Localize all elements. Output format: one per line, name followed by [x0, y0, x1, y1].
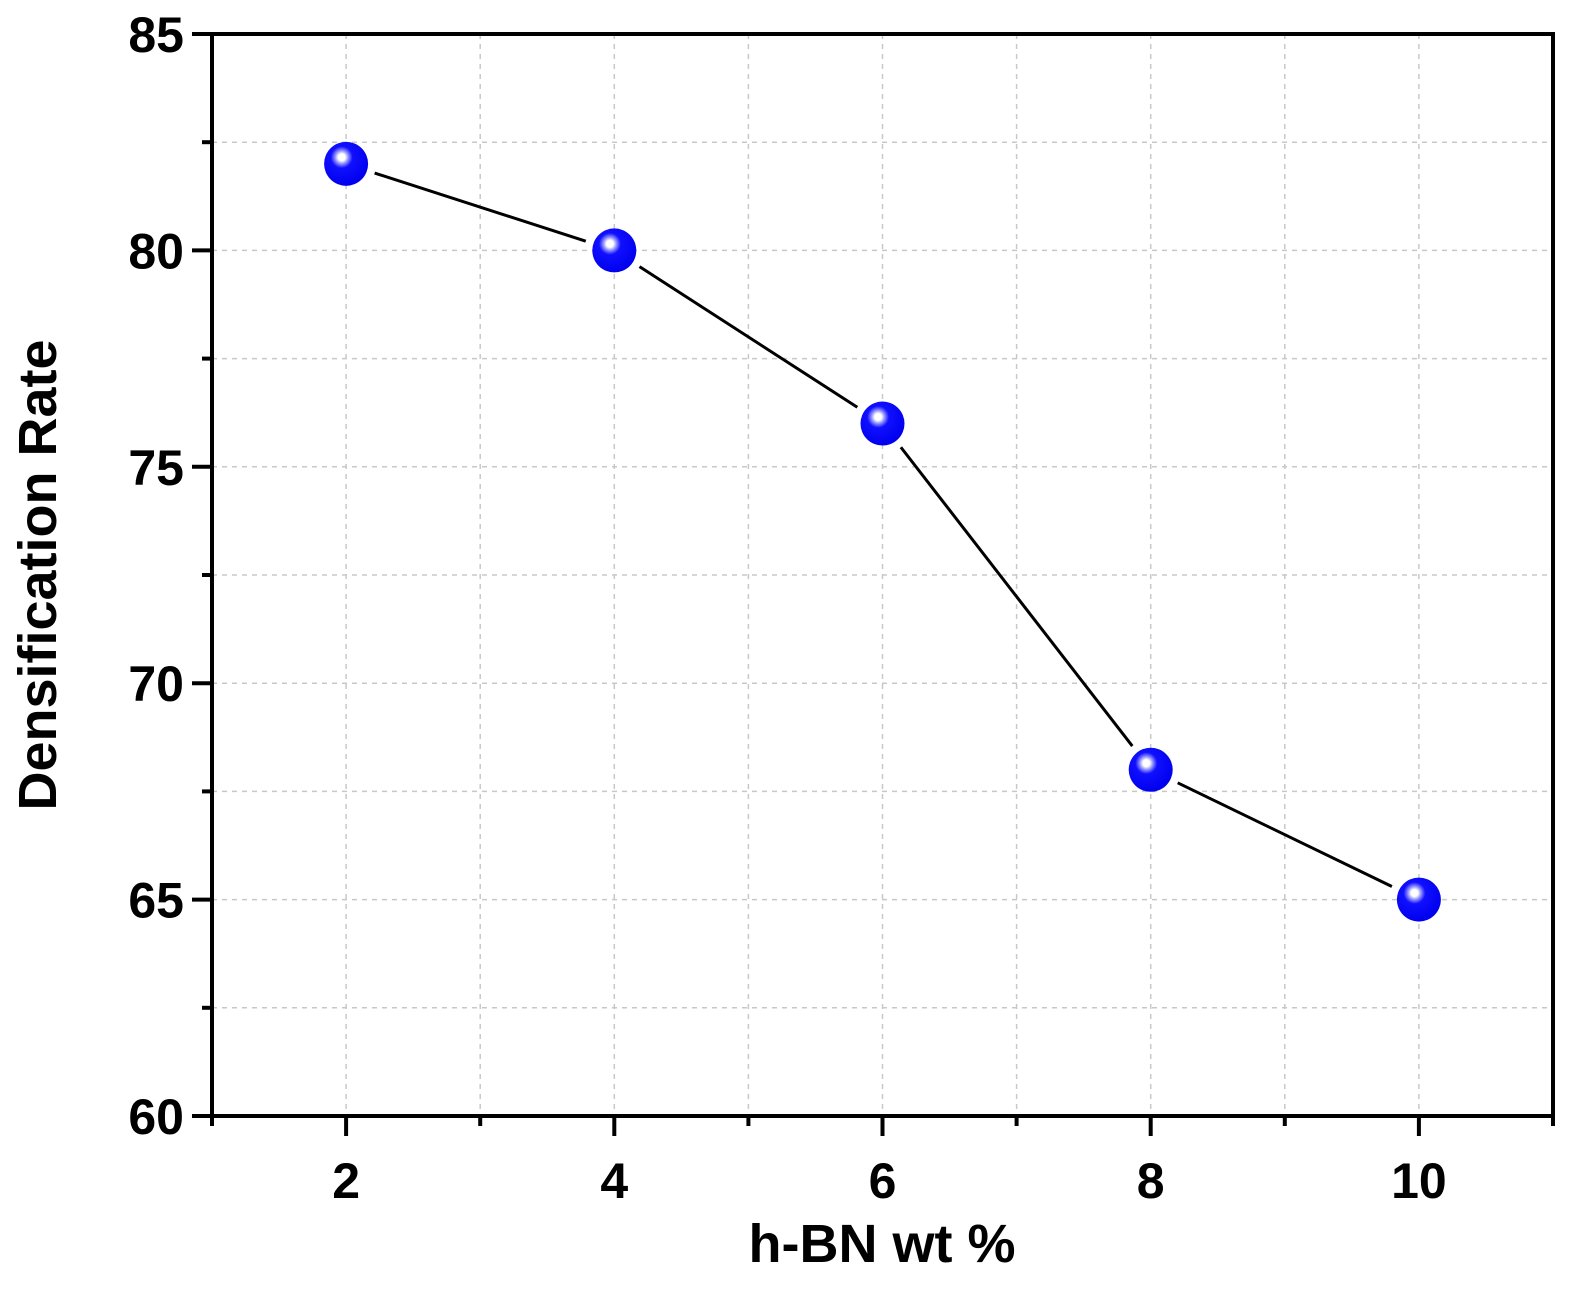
- y-tick-label: 65: [128, 873, 184, 929]
- series-line-segment: [1177, 781, 1393, 888]
- data-point-marker: [324, 141, 369, 186]
- data-point-marker: [1396, 877, 1441, 922]
- grid: [212, 34, 1553, 1116]
- y-tick-label: 80: [128, 223, 184, 279]
- x-axis-label: h-BN wt %: [749, 1214, 1016, 1274]
- series-line-segment: [899, 446, 1134, 747]
- axes: [192, 32, 1555, 1136]
- y-tick-label: 70: [128, 656, 184, 712]
- x-tick-label: 4: [600, 1153, 628, 1209]
- plot-frame: [210, 32, 1555, 1118]
- y-tick-label: 85: [128, 7, 184, 63]
- data-point-marker: [1128, 747, 1173, 792]
- y-tick-label: 60: [128, 1089, 184, 1145]
- data-point-marker: [860, 401, 905, 446]
- tick-labels: 2 4 6 8 10 60 65 70 75 80 85: [128, 7, 1446, 1209]
- series-line-segment: [638, 265, 859, 409]
- y-axis-label: Densification Rate: [8, 339, 68, 810]
- data-series: [324, 141, 1441, 922]
- x-tick-label: 8: [1137, 1153, 1165, 1209]
- y-tick-label: 75: [128, 440, 184, 496]
- x-tick-label: 2: [332, 1153, 360, 1209]
- x-tick-label: 10: [1391, 1153, 1447, 1209]
- x-tick-label: 6: [869, 1153, 897, 1209]
- series-line-segment: [374, 171, 587, 243]
- data-point-marker: [592, 228, 637, 273]
